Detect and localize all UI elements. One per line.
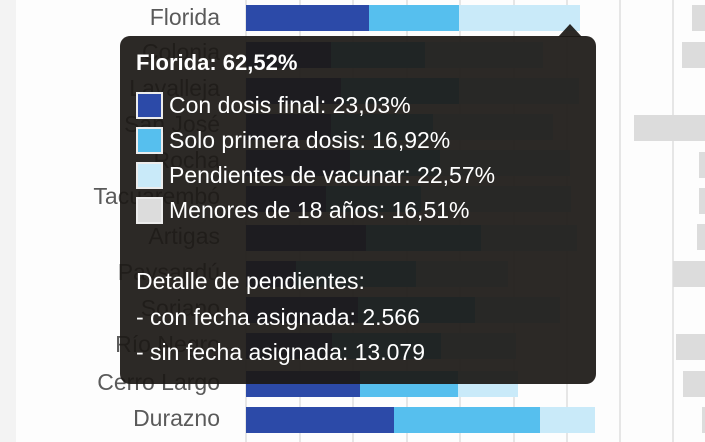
- gridline: [619, 0, 621, 442]
- tooltip-item-menores: Menores de 18 años: 16,51%: [136, 197, 469, 224]
- tooltip-item-label: Pendientes de vacunar: 22,57%: [169, 162, 496, 188]
- bar-segment-menores[interactable]: [692, 5, 705, 31]
- legend-swatch-icon: [136, 197, 163, 224]
- bar-segment-solo-primera-dosis[interactable]: [369, 5, 459, 31]
- bar-segment-menores[interactable]: [697, 224, 705, 250]
- bar-segment-menores[interactable]: [683, 371, 705, 397]
- bar-segment-con-dosis-final[interactable]: [246, 5, 369, 31]
- bar-segment-pendientes[interactable]: [540, 407, 595, 433]
- bar-segment-menores[interactable]: [702, 407, 705, 433]
- tooltip-item-label: Con dosis final: 23,03%: [169, 92, 411, 118]
- tooltip-item-solo-primera-dosis: Solo primera dosis: 16,92%: [136, 127, 450, 154]
- bar-segment-solo-primera-dosis[interactable]: [394, 407, 540, 433]
- category-label: Florida: [149, 4, 220, 30]
- category-label: Durazno: [133, 405, 220, 431]
- bar-segment-menores[interactable]: [682, 42, 705, 68]
- legend-swatch-icon: [136, 92, 163, 119]
- bar-segment-menores[interactable]: [673, 261, 705, 287]
- bar-segment-menores[interactable]: [699, 188, 705, 214]
- left-edge: [0, 0, 16, 442]
- legend-swatch-icon: [136, 162, 163, 189]
- tooltip-item-label: Solo primera dosis: 16,92%: [169, 127, 451, 153]
- tooltip-detail-line: - sin fecha asignada: 13.079: [136, 339, 425, 365]
- gridline: [672, 0, 674, 442]
- bar-segment-con-dosis-final[interactable]: [246, 407, 394, 433]
- tooltip-item-con-dosis-final: Con dosis final: 23,03%: [136, 92, 411, 119]
- bar-segment-menores[interactable]: [634, 115, 705, 141]
- legend-swatch-icon: [136, 127, 163, 154]
- tooltip-item-pendientes: Pendientes de vacunar: 22,57%: [136, 162, 495, 189]
- tooltip-detail-line: - con fecha asignada: 2.566: [136, 304, 420, 330]
- tooltip-item-label: Menores de 18 años: 16,51%: [169, 197, 470, 223]
- bar-segment-menores[interactable]: [676, 334, 705, 360]
- tooltip: Florida: 62,52% Con dosis final: 23,03% …: [120, 36, 596, 384]
- tooltip-arrow: [558, 24, 582, 37]
- tooltip-title: Florida: 62,52%: [136, 50, 298, 75]
- tooltip-detail-title: Detalle de pendientes:: [136, 268, 365, 294]
- bar-segment-menores[interactable]: [699, 152, 705, 178]
